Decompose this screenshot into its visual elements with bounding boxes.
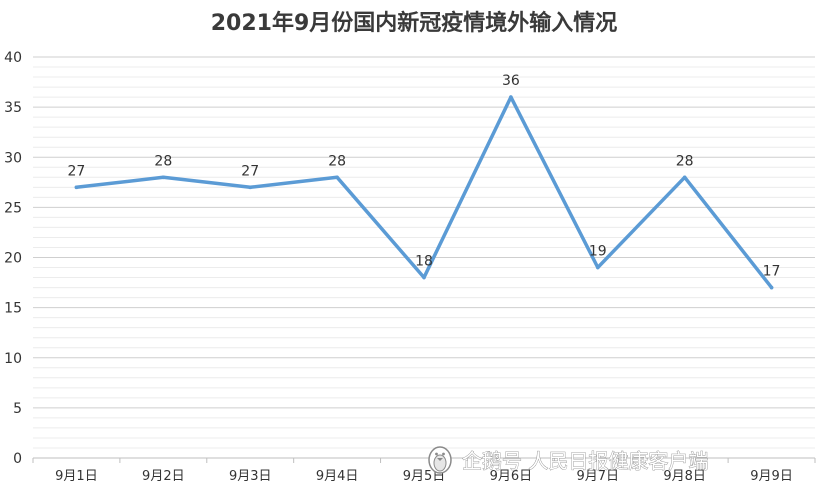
data-point xyxy=(509,95,513,99)
data-point xyxy=(161,175,166,180)
watermark: 企鹅号 人民日报健康客户端 xyxy=(428,446,709,474)
data-label: 36 xyxy=(502,73,520,89)
y-tick-label: 30 xyxy=(4,150,22,166)
y-tick-label: 20 xyxy=(4,251,22,267)
x-tick-label: 9月8日 xyxy=(663,469,706,484)
x-tick-label: 9月7日 xyxy=(577,469,620,484)
y-tick-label: 40 xyxy=(4,50,22,66)
y-axis: 0 5 10 15 20 25 30 35 40 xyxy=(4,50,22,467)
y-tick-label: 25 xyxy=(4,200,22,216)
data-point xyxy=(422,275,426,280)
data-label: 18 xyxy=(415,254,433,270)
data-label: 27 xyxy=(241,163,259,179)
data-label: 27 xyxy=(68,163,86,179)
data-point xyxy=(769,285,774,290)
data-label: 28 xyxy=(328,153,346,169)
data-point xyxy=(248,185,253,190)
x-axis: 9月1日 9月2日 9月3日 9月4日 9月5日 9月6日 9月7日 9月8日 9月9日 xyxy=(32,457,816,484)
data-labels: 27 28 27 28 18 36 19 28 17 xyxy=(68,73,781,279)
data-label: 17 xyxy=(763,264,781,280)
y-tick-label: 0 xyxy=(13,451,22,467)
data-point xyxy=(74,185,79,190)
watermark-text: 企鹅号 人民日报健康客户端 xyxy=(462,449,708,473)
y-tick-label: 10 xyxy=(4,351,22,367)
x-tick-label: 9月5日 xyxy=(403,469,446,484)
data-label: 28 xyxy=(676,153,694,169)
data-label: 19 xyxy=(589,244,607,260)
y-tick-label: 15 xyxy=(4,301,22,317)
x-tick-label: 9月1日 xyxy=(55,469,98,484)
penguin-icon xyxy=(428,446,452,474)
x-tick-label: 9月6日 xyxy=(490,469,533,484)
x-tick-label: 9月9日 xyxy=(750,469,793,484)
data-point xyxy=(335,175,339,180)
x-tick-label: 9月2日 xyxy=(142,469,185,484)
data-label: 28 xyxy=(154,153,172,169)
y-tick-label: 35 xyxy=(4,100,22,116)
series-layer xyxy=(74,95,774,290)
data-point xyxy=(595,265,600,270)
x-tick-label: 9月3日 xyxy=(229,469,272,484)
y-tick-label: 5 xyxy=(13,401,22,417)
chart-title: 2021年9月份国内新冠疫情境外输入情况 xyxy=(211,10,618,36)
data-point xyxy=(682,175,687,180)
x-tick-label: 9月4日 xyxy=(316,469,359,484)
